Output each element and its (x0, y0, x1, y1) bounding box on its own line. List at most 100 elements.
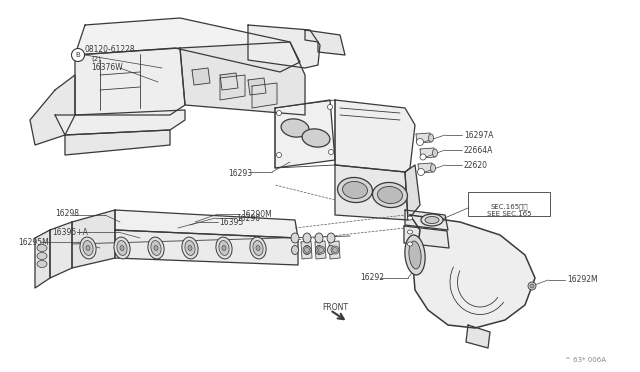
Polygon shape (252, 83, 277, 108)
Polygon shape (115, 230, 298, 265)
Text: SEC.165参照: SEC.165参照 (490, 204, 528, 210)
Polygon shape (248, 25, 320, 68)
Polygon shape (75, 18, 300, 72)
Polygon shape (192, 68, 210, 85)
Ellipse shape (530, 284, 534, 288)
Ellipse shape (417, 169, 424, 176)
Polygon shape (405, 210, 448, 230)
Ellipse shape (408, 242, 413, 246)
Polygon shape (220, 73, 238, 90)
Ellipse shape (291, 246, 298, 254)
Ellipse shape (291, 233, 299, 243)
Ellipse shape (276, 110, 282, 115)
Ellipse shape (528, 282, 536, 290)
Text: 22664A: 22664A (464, 145, 493, 154)
Ellipse shape (328, 150, 333, 154)
Ellipse shape (425, 217, 439, 224)
Ellipse shape (80, 237, 96, 259)
Ellipse shape (431, 164, 435, 172)
Ellipse shape (182, 237, 198, 259)
Polygon shape (404, 226, 449, 248)
Ellipse shape (337, 177, 372, 202)
Ellipse shape (117, 241, 127, 256)
Ellipse shape (408, 230, 413, 234)
Polygon shape (416, 133, 431, 143)
Polygon shape (30, 75, 75, 145)
Ellipse shape (303, 246, 311, 254)
Polygon shape (418, 163, 433, 173)
Polygon shape (180, 42, 305, 115)
Ellipse shape (420, 154, 426, 160)
Polygon shape (301, 241, 312, 259)
Polygon shape (65, 130, 170, 155)
Ellipse shape (151, 241, 161, 256)
Ellipse shape (333, 247, 337, 253)
Ellipse shape (37, 244, 47, 251)
Polygon shape (35, 230, 50, 288)
Polygon shape (420, 148, 435, 158)
Ellipse shape (378, 186, 403, 203)
Ellipse shape (319, 247, 323, 253)
Text: 08120-61228: 08120-61228 (84, 45, 134, 54)
Polygon shape (248, 78, 266, 95)
Text: FRONT: FRONT (322, 304, 348, 312)
Ellipse shape (303, 246, 310, 254)
Ellipse shape (120, 246, 124, 250)
Ellipse shape (281, 119, 309, 137)
Ellipse shape (276, 153, 282, 157)
Ellipse shape (331, 246, 339, 254)
Ellipse shape (429, 134, 433, 142)
Polygon shape (305, 30, 345, 55)
Circle shape (72, 48, 84, 61)
Polygon shape (335, 100, 415, 172)
Ellipse shape (256, 246, 260, 250)
Ellipse shape (148, 237, 164, 259)
Text: ^ 63* 006A: ^ 63* 006A (565, 357, 606, 363)
Ellipse shape (83, 241, 93, 256)
Text: 16293: 16293 (228, 169, 252, 177)
FancyBboxPatch shape (468, 192, 550, 216)
Polygon shape (335, 165, 408, 220)
Ellipse shape (114, 237, 130, 259)
Polygon shape (329, 241, 340, 259)
Ellipse shape (305, 247, 310, 253)
Ellipse shape (317, 246, 325, 254)
Ellipse shape (185, 241, 195, 256)
Polygon shape (115, 210, 298, 238)
Text: 16298: 16298 (55, 208, 79, 218)
Ellipse shape (253, 241, 263, 256)
Ellipse shape (408, 216, 413, 220)
Ellipse shape (433, 149, 438, 157)
Polygon shape (50, 222, 72, 278)
Ellipse shape (302, 129, 330, 147)
Ellipse shape (188, 246, 192, 250)
Text: B: B (76, 52, 81, 58)
Polygon shape (72, 210, 115, 268)
Ellipse shape (154, 246, 158, 250)
Text: 16290: 16290 (236, 214, 260, 222)
Ellipse shape (405, 235, 425, 275)
Ellipse shape (37, 260, 47, 267)
Ellipse shape (328, 246, 335, 254)
Text: 16395+A: 16395+A (52, 228, 88, 237)
Ellipse shape (421, 214, 443, 226)
Text: (2): (2) (91, 56, 101, 62)
Polygon shape (410, 215, 535, 328)
Text: 16295M: 16295M (18, 237, 49, 247)
Ellipse shape (328, 105, 333, 109)
Ellipse shape (222, 246, 226, 250)
Text: 16376W: 16376W (91, 62, 123, 71)
Ellipse shape (417, 138, 424, 145)
Ellipse shape (315, 233, 323, 243)
Ellipse shape (303, 233, 311, 243)
Ellipse shape (86, 246, 90, 250)
Polygon shape (466, 325, 490, 348)
Ellipse shape (37, 253, 47, 260)
Ellipse shape (219, 241, 229, 256)
Ellipse shape (342, 182, 367, 199)
Text: 16292M: 16292M (567, 276, 598, 285)
Polygon shape (75, 48, 185, 115)
Text: 16290M: 16290M (241, 209, 272, 218)
Text: 22620: 22620 (464, 160, 488, 170)
Polygon shape (405, 165, 420, 220)
